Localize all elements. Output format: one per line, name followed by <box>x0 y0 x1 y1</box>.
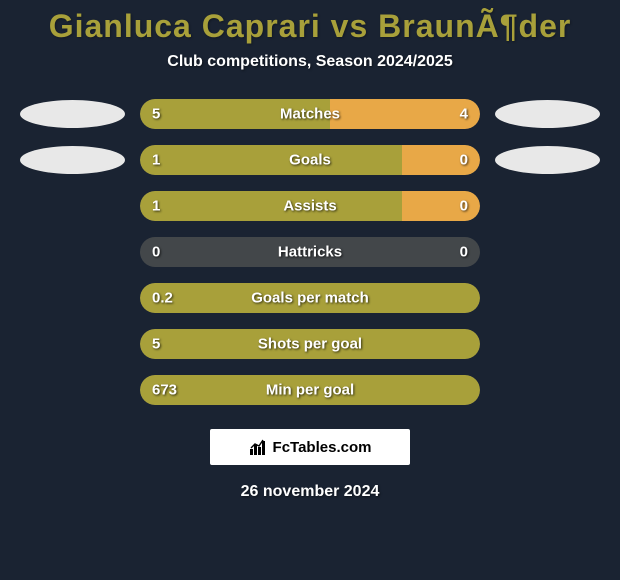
stat-value-left: 1 <box>152 198 160 215</box>
brand-text: FcTables.com <box>273 439 372 456</box>
stat-row: 5 Matches 4 <box>10 99 610 129</box>
stat-value-left: 673 <box>152 382 177 399</box>
spacer <box>20 330 125 358</box>
stat-row: 1 Goals 0 <box>10 145 610 175</box>
stat-value-right: 0 <box>460 152 468 169</box>
spacer <box>495 376 600 404</box>
stat-bar: 1 Goals 0 <box>140 145 480 175</box>
stat-value-left: 5 <box>152 106 160 123</box>
stats-rows: 5 Matches 4 1 Goals 0 1 Assists 0 0 Hattricks 0 0.2 G… <box>0 99 620 405</box>
stat-label: Min per goal <box>266 382 354 399</box>
spacer <box>495 284 600 312</box>
spacer <box>20 238 125 266</box>
stat-row: 5 Shots per goal <box>10 329 610 359</box>
bar-right-fill <box>402 145 480 175</box>
stat-bar: 1 Assists 0 <box>140 191 480 221</box>
stat-label: Assists <box>283 198 336 215</box>
player-right-badge <box>495 100 600 128</box>
stat-bar: 0 Hattricks 0 <box>140 237 480 267</box>
stat-value-left: 0.2 <box>152 290 173 307</box>
spacer <box>495 330 600 358</box>
spacer <box>495 238 600 266</box>
stat-row: 673 Min per goal <box>10 375 610 405</box>
player-left-badge <box>20 146 125 174</box>
stat-value-right: 0 <box>460 198 468 215</box>
stat-value-left: 5 <box>152 336 160 353</box>
brand-logo: FcTables.com <box>210 429 410 465</box>
comparison-title: Gianluca Caprari vs BraunÃ¶der <box>0 0 620 45</box>
spacer <box>495 192 600 220</box>
stat-label: Hattricks <box>278 244 342 261</box>
stat-value-left: 1 <box>152 152 160 169</box>
bar-right-fill <box>330 99 480 129</box>
bar-right-fill <box>402 191 480 221</box>
stat-bar: 5 Matches 4 <box>140 99 480 129</box>
stat-label: Matches <box>280 106 340 123</box>
stat-label: Goals per match <box>251 290 369 307</box>
comparison-subtitle: Club competitions, Season 2024/2025 <box>0 53 620 71</box>
stat-bar: 5 Shots per goal <box>140 329 480 359</box>
stat-value-right: 4 <box>460 106 468 123</box>
spacer <box>20 376 125 404</box>
stat-value-left: 0 <box>152 244 160 261</box>
stat-row: 1 Assists 0 <box>10 191 610 221</box>
comparison-date: 26 november 2024 <box>0 483 620 501</box>
spacer <box>20 284 125 312</box>
stat-row: 0.2 Goals per match <box>10 283 610 313</box>
player-left-badge <box>20 100 125 128</box>
stat-label: Goals <box>289 152 331 169</box>
stat-row: 0 Hattricks 0 <box>10 237 610 267</box>
stat-value-right: 0 <box>460 244 468 261</box>
stat-label: Shots per goal <box>258 336 362 353</box>
stat-bar: 673 Min per goal <box>140 375 480 405</box>
bar-left-fill <box>140 145 402 175</box>
player-right-badge <box>495 146 600 174</box>
stat-bar: 0.2 Goals per match <box>140 283 480 313</box>
bar-left-fill <box>140 191 402 221</box>
spacer <box>20 192 125 220</box>
chart-icon <box>249 438 267 456</box>
